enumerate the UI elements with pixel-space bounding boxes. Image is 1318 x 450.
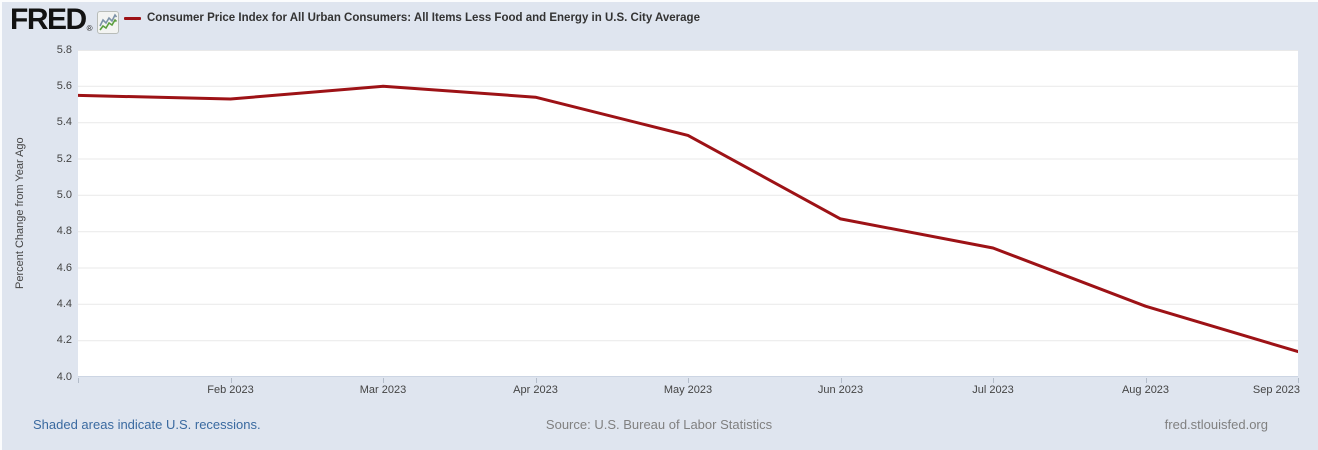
x-tick-mark xyxy=(1298,378,1299,383)
x-tick-mark xyxy=(993,378,994,383)
x-tick-mark xyxy=(535,378,537,383)
x-tick-label: Jun 2023 xyxy=(817,384,864,396)
series-title: Consumer Price Index for All Urban Consu… xyxy=(147,12,700,24)
recessions-note-link[interactable]: Shaded areas indicate U.S. recessions. xyxy=(33,417,261,432)
y-tick-label: 5.2 xyxy=(56,152,72,165)
y-tick-label: 5.4 xyxy=(56,116,72,129)
source-attribution: Source: U.S. Bureau of Labor Statistics xyxy=(545,417,773,432)
line-chart-svg xyxy=(78,50,1298,354)
legend-line-swatch xyxy=(124,16,141,20)
y-axis-title: Percent Change from Year Ago xyxy=(14,137,26,290)
x-tick-mark xyxy=(230,378,232,383)
x-tick-mark xyxy=(383,378,384,383)
x-tick-mark xyxy=(78,378,79,383)
chart-header: FRED ® Consumer Price Index for All Urba… xyxy=(0,0,1318,42)
x-tick-label: Apr 2023 xyxy=(513,384,558,396)
fred-logo-text: FRED xyxy=(10,3,87,36)
y-tick-label: 4.8 xyxy=(56,225,72,238)
x-tick-mark xyxy=(688,378,689,383)
chart-footer: Shaded areas indicate U.S. recessions. S… xyxy=(0,417,1318,437)
x-tick-label: Sep 2023 xyxy=(1252,384,1300,396)
x-tick-label: Mar 2023 xyxy=(359,384,407,396)
y-tick-label: 5.0 xyxy=(56,188,72,201)
registered-trademark-symbol: ® xyxy=(86,24,93,33)
y-tick-label: 4.2 xyxy=(56,334,72,347)
x-tick-mark xyxy=(1145,378,1147,383)
y-tick-label: 5.8 xyxy=(56,43,72,56)
x-tick-mark xyxy=(840,378,842,383)
y-tick-label: 4.0 xyxy=(56,370,72,383)
y-tick-label: 4.4 xyxy=(56,297,72,310)
x-tick-label: Aug 2023 xyxy=(1121,384,1170,396)
x-tick-label: Jul 2023 xyxy=(972,384,1014,396)
x-tick-label: May 2023 xyxy=(663,384,713,396)
fred-logo[interactable]: FRED ® xyxy=(10,3,119,36)
y-tick-label: 4.6 xyxy=(56,261,72,274)
plot-area xyxy=(78,50,1298,377)
chart-legend: Consumer Price Index for All Urban Consu… xyxy=(124,0,700,36)
y-tick-label: 5.6 xyxy=(56,79,72,92)
fred-site-link[interactable]: fred.stlouisfed.org xyxy=(1164,417,1268,432)
x-tick-label: Feb 2023 xyxy=(207,384,254,396)
sparkline-chart-icon xyxy=(96,11,119,34)
